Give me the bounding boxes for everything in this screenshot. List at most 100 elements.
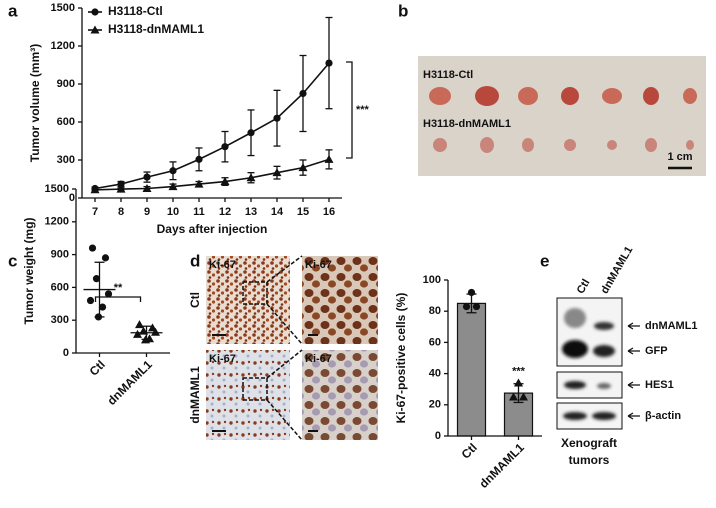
marker: [116, 184, 126, 193]
scale-bar-label: 1 cm: [667, 151, 692, 163]
tumor: [607, 140, 617, 150]
legend-label: H3118-Ctl: [108, 4, 163, 18]
marker: [88, 244, 97, 252]
x-tick-label: 9: [144, 206, 150, 218]
marker: [325, 59, 333, 67]
y-tick-label: 0: [435, 430, 441, 442]
marker: [519, 392, 528, 401]
marker: [92, 275, 101, 283]
ihc-images: Ki-67 Ki-67 Ki-67 Ki-67 Ctl dnMAML1: [188, 255, 378, 441]
y-tick-label: 300: [57, 154, 75, 166]
tumor: [522, 138, 534, 152]
marker: [194, 179, 204, 188]
marker: [86, 296, 95, 305]
significance-label: ***: [356, 104, 370, 116]
marker: [169, 167, 177, 175]
panel-letter: a: [8, 1, 18, 20]
series-line: [94, 62, 330, 190]
tumor: [643, 87, 659, 105]
western-blot: Ctl dnMAML1 dnMAML1 GFP HES1 β-actin Xen…: [556, 244, 698, 467]
significance-bracket: [94, 296, 142, 302]
marker: [272, 168, 282, 177]
tumor: [686, 140, 694, 150]
marker: [151, 327, 160, 336]
tumor: [645, 138, 657, 152]
zoom-box: [242, 281, 268, 305]
stain-label: Ki-67: [305, 353, 332, 365]
y-tick-label: 60: [429, 336, 441, 348]
lane-label: dnMAML1: [599, 244, 636, 296]
zoom-box: [242, 377, 268, 401]
marker: [514, 378, 523, 387]
tumor: [433, 138, 447, 152]
panel-letter: b: [398, 1, 408, 20]
photo-row-label: H3118-dnMAML1: [423, 118, 511, 130]
marker: [467, 288, 476, 297]
marker: [104, 290, 113, 298]
y-tick-label: 600: [57, 116, 75, 128]
x-tick-label: 14: [271, 206, 284, 218]
marker: [168, 182, 178, 191]
y-tick-label: 100: [423, 274, 441, 286]
y-tick-label: 40: [429, 368, 441, 380]
scale-bars: [212, 334, 318, 432]
marker: [220, 177, 230, 186]
y-tick-label: 1500: [51, 2, 75, 14]
y-tick-label: 1500: [45, 183, 69, 195]
y-tick-label: 80: [429, 305, 441, 317]
significance-bracket: [346, 61, 353, 159]
y-tick-label: 900: [51, 249, 69, 261]
y-tick-label: 900: [57, 78, 75, 90]
x-tick-label: 13: [245, 206, 257, 218]
y-axis-title: Tumor weight (mg): [22, 217, 36, 324]
y-tick-label: 1200: [51, 40, 75, 52]
marker: [299, 89, 307, 98]
y-tick-label: 600: [51, 281, 69, 293]
ihc-image: [206, 256, 290, 344]
panel-letter: d: [190, 251, 200, 270]
band-label: dnMAML1: [645, 320, 698, 332]
tumor: [561, 87, 579, 105]
ihc-image: [302, 256, 378, 344]
series-line: [94, 158, 330, 191]
band-label: β-actin: [645, 410, 681, 422]
y-axis-title: Ki-67-positive cells (%): [394, 293, 408, 424]
marker: [298, 163, 308, 172]
x-tick-label: 16: [323, 206, 335, 218]
x-tick-label: 10: [167, 206, 179, 218]
x-tick-label: dnMAML1: [104, 357, 155, 408]
marker: [324, 154, 334, 163]
tumors: [429, 86, 697, 153]
bands: [562, 308, 616, 420]
marker: [133, 329, 142, 338]
x-axis-title: Days after injection: [157, 222, 268, 236]
x-tick-label: 8: [118, 206, 124, 218]
band-label: GFP: [645, 345, 668, 357]
x-tick-label: Ctl: [459, 440, 480, 461]
tumor: [475, 86, 499, 106]
marker: [221, 143, 229, 151]
ihc-image: [206, 350, 290, 440]
marker: [246, 173, 256, 182]
tumor: [683, 88, 697, 104]
legend-marker: [91, 8, 99, 16]
tumor: [480, 137, 494, 153]
marker: [117, 180, 125, 188]
tumor: [429, 87, 451, 105]
y-tick-label: 0: [69, 192, 75, 204]
y-tick-label: 0: [63, 347, 69, 359]
panel-letter: c: [8, 251, 17, 270]
marker: [509, 392, 518, 401]
bar: [456, 302, 487, 437]
stain-label: Ki-67: [305, 259, 332, 271]
band-label: HES1: [645, 379, 674, 391]
photo-row-label: H3118-Ctl: [423, 69, 473, 81]
y-tick-label: 300: [51, 314, 69, 326]
legend-label: H3118-dnMAML1: [108, 22, 204, 36]
marker: [135, 320, 144, 329]
photo-background: [418, 56, 706, 176]
y-axis-title: Tumor volume (mm³): [28, 44, 42, 162]
ihc-row-label: Ctl: [188, 292, 202, 308]
